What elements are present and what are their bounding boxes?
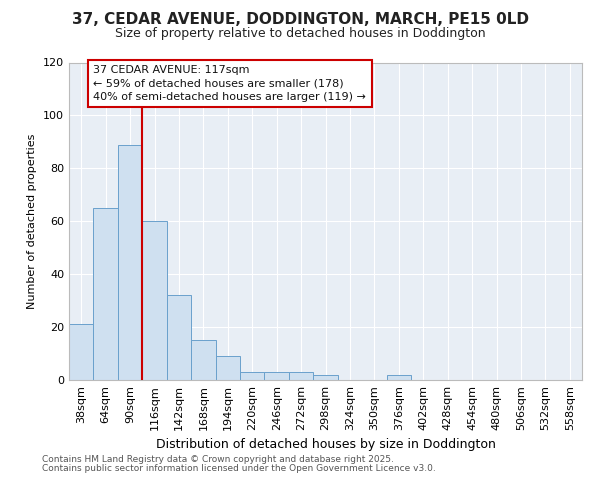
X-axis label: Distribution of detached houses by size in Doddington: Distribution of detached houses by size … [155, 438, 496, 452]
Bar [94, 208, 118, 380]
Bar [240, 372, 265, 380]
Bar [215, 356, 240, 380]
Bar [191, 340, 215, 380]
Bar [265, 372, 289, 380]
Text: Contains public sector information licensed under the Open Government Licence v3: Contains public sector information licen… [42, 464, 436, 473]
Text: Contains HM Land Registry data © Crown copyright and database right 2025.: Contains HM Land Registry data © Crown c… [42, 455, 394, 464]
Bar [69, 324, 94, 380]
Bar [167, 296, 191, 380]
Text: 37 CEDAR AVENUE: 117sqm
← 59% of detached houses are smaller (178)
40% of semi-d: 37 CEDAR AVENUE: 117sqm ← 59% of detache… [94, 65, 367, 102]
Bar [313, 374, 338, 380]
Text: 37, CEDAR AVENUE, DODDINGTON, MARCH, PE15 0LD: 37, CEDAR AVENUE, DODDINGTON, MARCH, PE1… [71, 12, 529, 28]
Bar [142, 221, 167, 380]
Bar [118, 144, 142, 380]
Y-axis label: Number of detached properties: Number of detached properties [28, 134, 37, 309]
Text: Size of property relative to detached houses in Doddington: Size of property relative to detached ho… [115, 28, 485, 40]
Bar [386, 374, 411, 380]
Bar [289, 372, 313, 380]
